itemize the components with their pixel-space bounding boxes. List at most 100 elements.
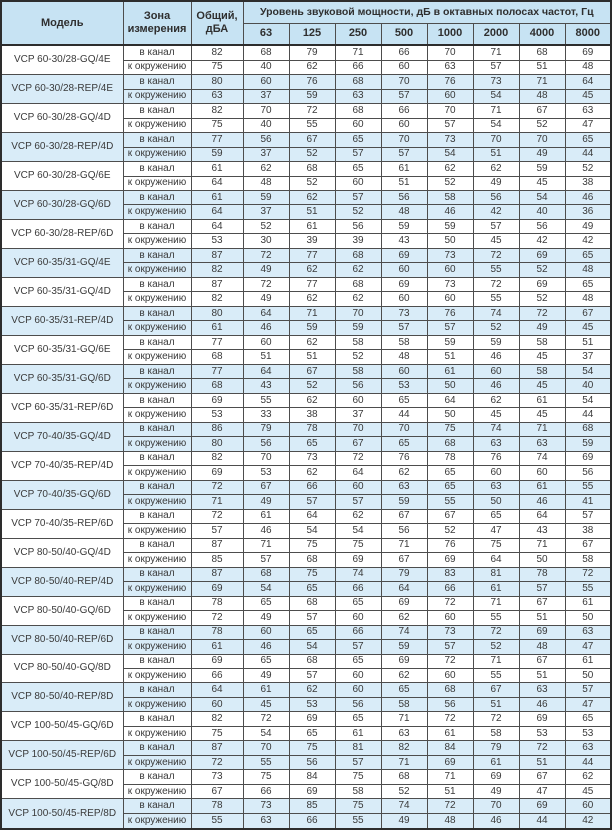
model-cell: VCP 60-35/31-REP/4D <box>0 305 124 336</box>
band-level-cell: 75 <box>334 537 382 554</box>
band-level-cell: 73 <box>426 132 474 148</box>
band-level-cell: 42 <box>472 204 520 220</box>
zone-cell: к окружению <box>122 59 192 76</box>
band-level-cell: 63 <box>564 103 612 119</box>
band-level-cell: 47 <box>564 117 612 134</box>
band-level-cell: 70 <box>472 132 520 148</box>
band-level-cell: 60 <box>380 363 428 380</box>
band-level-cell: 69 <box>288 711 336 727</box>
band-level-cell: 58 <box>472 725 520 742</box>
band-level-cell: 46 <box>564 189 612 206</box>
band-level-cell: 66 <box>288 812 336 830</box>
band-level-cell: 61 <box>472 581 520 597</box>
table-row: VCP 80-50/40-GQ/4D в канал 87 71 75 75 71 76 75 7… <box>0 537 612 568</box>
band-level-cell: 56 <box>242 132 290 148</box>
band-level-cell: 65 <box>288 624 336 641</box>
zone-cell: в канал <box>122 44 192 61</box>
band-level-cell: 39 <box>334 233 382 249</box>
band-level-cell: 51 <box>518 754 566 771</box>
band-level-cell: 57 <box>334 189 382 206</box>
band-level-cell: 63 <box>564 740 612 756</box>
band-level-cell: 74 <box>380 798 428 814</box>
table-row: VCP 80-50/40-GQ/6D в канал 78 65 68 65 69 72 71 6… <box>0 595 612 626</box>
band-level-cell: 69 <box>334 552 382 568</box>
band-level-cell: 69 <box>518 624 566 641</box>
zone-cell: к окружению <box>122 610 192 626</box>
band-level-cell: 72 <box>518 305 566 322</box>
band-level-cell: 73 <box>380 305 428 322</box>
band-level-cell: 65 <box>564 711 612 727</box>
band-level-cell: 56 <box>380 189 428 206</box>
table-row: VCP 80-50/40-REP/6D в канал 78 60 65 66 74 73 72… <box>0 624 612 655</box>
band-level-cell: 70 <box>518 132 566 148</box>
band-level-cell: 45 <box>564 88 612 105</box>
model-cell: VCP 60-30/28-GQ/6E <box>0 161 124 191</box>
band-level-cell: 66 <box>380 44 428 61</box>
total-dba-cell: 53 <box>190 407 244 423</box>
band-level-cell: 49 <box>472 783 520 800</box>
band-level-cell: 65 <box>242 653 290 670</box>
table-row: VCP 80-50/40-GQ/8D в канал 69 65 68 65 69 72 71 6… <box>0 653 612 684</box>
band-level-cell: 69 <box>518 711 566 727</box>
band-level-cell: 67 <box>518 653 566 670</box>
band-level-cell: 66 <box>380 103 428 119</box>
band-level-cell: 52 <box>288 146 336 163</box>
total-dba-cell: 64 <box>190 204 244 220</box>
band-level-cell: 59 <box>288 320 336 336</box>
band-level-cell: 42 <box>564 812 612 830</box>
zone-cell: в канал <box>122 769 192 785</box>
band-level-cell: 70 <box>426 103 474 119</box>
band-level-cell: 84 <box>426 740 474 756</box>
band-level-cell: 54 <box>426 146 474 163</box>
band-level-cell: 65 <box>288 436 336 452</box>
total-dba-cell: 61 <box>190 320 244 336</box>
band-level-cell: 60 <box>564 798 612 814</box>
band-level-cell: 61 <box>242 682 290 698</box>
table-row: VCP 60-35/31-REP/4D в канал 80 64 71 70 73 76 74… <box>0 305 612 336</box>
zone-cell: в канал <box>122 595 192 612</box>
band-level-cell: 64 <box>564 74 612 90</box>
band-level-cell: 82 <box>380 740 428 756</box>
table-row: VCP 60-30/28-REP/4E в канал 80 60 76 68 70 76 73… <box>0 74 612 105</box>
band-level-cell: 73 <box>426 247 474 264</box>
band-level-cell: 65 <box>564 247 612 264</box>
band-level-cell: 51 <box>518 610 566 626</box>
band-level-cell: 57 <box>334 638 382 655</box>
band-level-cell: 77 <box>288 247 336 264</box>
band-level-cell: 71 <box>518 421 566 438</box>
band-level-cell: 79 <box>288 44 336 61</box>
band-level-cell: 55 <box>564 479 612 496</box>
band-level-cell: 33 <box>242 407 290 423</box>
table-row: к окружению 53 33 38 37 44 50 45 45 44 <box>1 407 612 423</box>
total-dba-cell: 82 <box>190 450 244 467</box>
band-level-cell: 62 <box>472 161 520 177</box>
band-level-cell: 57 <box>288 494 336 510</box>
band-level-cell: 62 <box>242 161 290 177</box>
band-level-cell: 73 <box>426 276 474 293</box>
band-level-cell: 52 <box>334 349 382 365</box>
band-level-cell: 57 <box>564 682 612 698</box>
table-row: к окружению 61 46 54 57 59 57 52 48 47 <box>1 638 612 655</box>
band-level-cell: 76 <box>288 74 336 90</box>
band-level-cell: 67 <box>242 479 290 496</box>
total-dba-cell: 64 <box>190 682 244 698</box>
model-cell: VCP 60-30/28-REP/4D <box>0 132 124 163</box>
band-level-cell: 61 <box>334 725 382 742</box>
zone-cell: в канал <box>122 363 192 380</box>
band-level-cell: 60 <box>426 88 474 105</box>
band-level-cell: 49 <box>242 610 290 626</box>
band-level-cell: 66 <box>334 624 382 641</box>
band-level-cell: 72 <box>472 276 520 293</box>
band-level-cell: 60 <box>426 610 474 626</box>
band-level-cell: 57 <box>472 218 520 235</box>
total-dba-cell: 77 <box>190 334 244 351</box>
band-level-cell: 61 <box>564 653 612 670</box>
total-dba-cell: 75 <box>190 59 244 76</box>
band-level-cell: 48 <box>564 59 612 76</box>
band-level-cell: 74 <box>472 421 520 438</box>
band-level-cell: 57 <box>426 117 474 134</box>
band-level-cell: 49 <box>242 494 290 510</box>
band-level-cell: 61 <box>426 725 474 742</box>
